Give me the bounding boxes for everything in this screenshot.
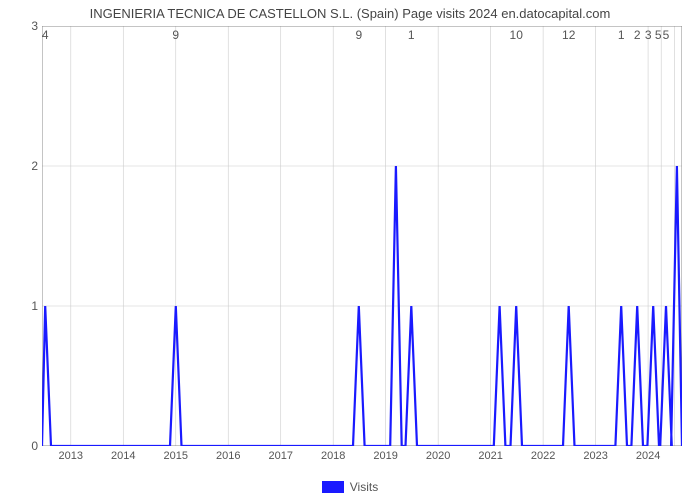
data-point-label: 1 [408,28,415,42]
data-point-label: 12 [562,28,575,42]
x-tick-label: 2016 [216,450,240,462]
x-tick-label: 2015 [164,450,188,462]
data-point-label: 5 [663,28,670,42]
data-point-label: 1 [618,28,625,42]
legend-swatch [322,481,344,493]
x-tick-label: 2013 [59,450,83,462]
chart-title: INGENIERIA TECNICA DE CASTELLON S.L. (Sp… [0,6,700,21]
x-tick-label: 2023 [583,450,607,462]
x-tick-label: 2017 [268,450,292,462]
y-tick-label: 2 [31,159,38,173]
legend-label: Visits [350,480,378,494]
data-point-label: 10 [510,28,523,42]
y-tick-label: 3 [31,19,38,33]
data-point-label: 2 [634,28,641,42]
visits-chart: INGENIERIA TECNICA DE CASTELLON S.L. (Sp… [0,0,700,500]
plot-area [42,26,682,446]
x-tick-label: 2021 [478,450,502,462]
y-tick-label: 1 [31,299,38,313]
data-point-label: 3 5 [645,28,662,42]
x-tick-label: 2019 [373,450,397,462]
data-point-label: 4 [42,28,49,42]
x-tick-label: 2022 [531,450,555,462]
data-point-label: 9 [355,28,362,42]
data-point-label: 9 [172,28,179,42]
legend: Visits [0,480,700,494]
x-tick-label: 2014 [111,450,135,462]
x-tick-label: 2020 [426,450,450,462]
y-tick-label: 0 [31,439,38,453]
x-tick-label: 2024 [636,450,660,462]
x-tick-label: 2018 [321,450,345,462]
